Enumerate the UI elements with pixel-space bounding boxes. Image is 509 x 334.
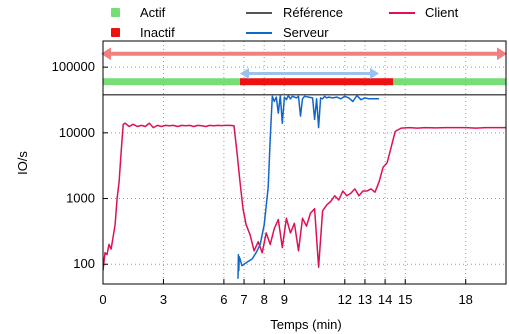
y-tick-label: 1000: [66, 191, 95, 206]
legend-reference-label: Référence: [283, 5, 343, 20]
outer-range-arrow-head-right: [497, 47, 507, 61]
x-tick-label: 3: [160, 292, 167, 307]
x-tick-label: 7: [240, 292, 247, 307]
inactive-state-segment: [240, 78, 394, 86]
x-tick-label: 8: [261, 292, 268, 307]
outer-range-arrow: [101, 47, 507, 61]
series-client-line: [103, 122, 506, 271]
x-tick-label: 13: [358, 292, 372, 307]
series-layer: [103, 93, 506, 279]
legend-serveur-label: Serveur: [283, 25, 329, 40]
legend-actif-label: Actif: [140, 5, 166, 20]
axis-ticks: 0 3 6 7 8 9 12 13 14 15 18 100 1000 10000 100000: [52, 59, 473, 307]
x-tick-label: 14: [378, 292, 392, 307]
series-serveur-line: [237, 94, 380, 279]
legend-inactif-swatch: [111, 28, 120, 37]
inner-range-arrow: [240, 67, 380, 80]
x-tick-label: 12: [338, 292, 352, 307]
x-tick-label: 9: [281, 292, 288, 307]
outer-range-arrow-head-left: [101, 47, 111, 61]
inner-range-arrow-head-right: [370, 67, 380, 80]
active-state-segment: [393, 78, 506, 86]
overlay-layer: [101, 47, 507, 86]
x-tick-label: 18: [458, 292, 472, 307]
x-axis-label: Temps (min): [270, 317, 342, 332]
active-state-segment: [103, 78, 241, 86]
y-tick-label: 100000: [52, 59, 95, 74]
y-tick-label: 10000: [59, 125, 95, 140]
legend-actif-swatch: [111, 8, 120, 17]
legend-client-label: Client: [425, 5, 459, 20]
x-tick-label: 15: [398, 292, 412, 307]
x-tick-label: 6: [220, 292, 227, 307]
grid-lines: [103, 41, 506, 284]
y-axis-label: IO/s: [15, 151, 30, 175]
legend: Actif Inactif Référence Serveur Client: [111, 5, 459, 40]
x-tick-label: 0: [99, 292, 106, 307]
y-tick-label: 100: [73, 256, 95, 271]
legend-inactif-label: Inactif: [140, 25, 175, 40]
plot-frame: [102, 40, 507, 285]
inner-range-arrow-head-left: [240, 67, 250, 80]
